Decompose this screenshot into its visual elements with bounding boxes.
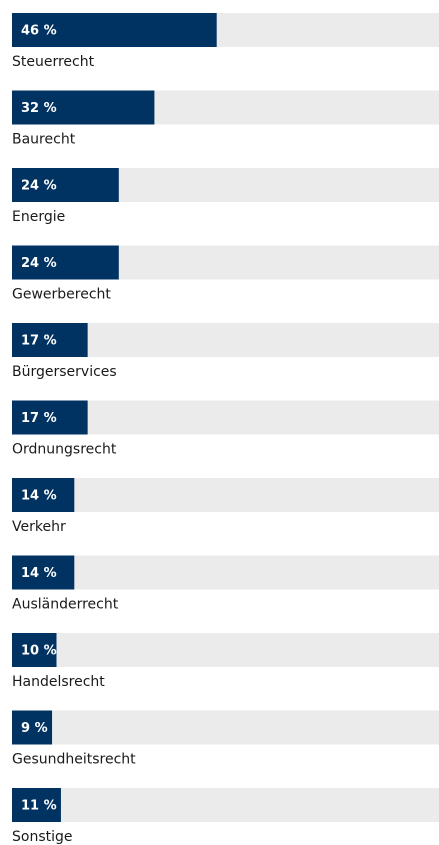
category-label: Bürgerservices: [12, 364, 117, 380]
bar-track: [12, 555, 439, 590]
value-label: 11 %: [21, 799, 57, 814]
category-label: Verkehr: [12, 519, 66, 535]
value-label: 14 %: [21, 489, 57, 504]
category-label: Gesundheitsrecht: [12, 752, 136, 768]
category-label: Ordnungsrecht: [12, 442, 117, 458]
value-label: 17 %: [21, 411, 57, 426]
value-label: 46 %: [21, 24, 57, 39]
bar-track: [12, 478, 439, 512]
value-label: 14 %: [21, 566, 57, 581]
category-label: Sonstige: [12, 829, 73, 845]
bar: [12, 555, 75, 590]
value-label: 9 %: [21, 721, 48, 736]
bar: [12, 633, 57, 667]
category-label: Energie: [12, 209, 65, 225]
value-label: 24 %: [21, 179, 57, 194]
value-label: 17 %: [21, 334, 57, 349]
bar: [12, 710, 53, 745]
category-label: Handelsrecht: [12, 674, 105, 690]
category-label: Gewerberecht: [12, 287, 111, 303]
bar-track: [12, 788, 439, 822]
bar: [12, 245, 119, 280]
value-label: 10 %: [21, 644, 57, 659]
category-label: Ausländerrecht: [12, 597, 119, 613]
bar: [12, 90, 155, 125]
bar: [12, 478, 75, 512]
bar: [12, 788, 61, 822]
bar-track: [12, 633, 439, 667]
bar: [12, 13, 217, 47]
bar: [12, 168, 119, 202]
value-label: 32 %: [21, 101, 57, 116]
bar: [12, 323, 88, 357]
bar-track: [12, 710, 439, 745]
category-label: Baurecht: [12, 132, 76, 148]
bar: [12, 400, 88, 435]
category-label: Steuerrecht: [12, 54, 95, 70]
value-label: 24 %: [21, 256, 57, 271]
